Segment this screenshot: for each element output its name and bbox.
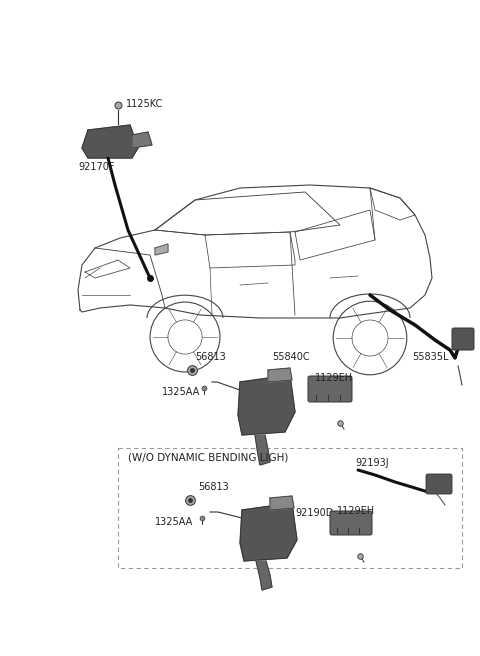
Polygon shape: [82, 125, 138, 158]
Polygon shape: [270, 496, 294, 510]
Text: 1325AA: 1325AA: [162, 387, 200, 397]
FancyBboxPatch shape: [308, 376, 352, 402]
Polygon shape: [240, 503, 297, 561]
Text: 1325AA: 1325AA: [155, 517, 193, 527]
Polygon shape: [155, 244, 168, 255]
Text: 56813: 56813: [198, 482, 229, 492]
Text: 1129EH: 1129EH: [337, 506, 375, 516]
Polygon shape: [255, 435, 270, 465]
Text: 56813: 56813: [195, 352, 226, 362]
Text: (W/O DYNAMIC BENDING LIGH): (W/O DYNAMIC BENDING LIGH): [128, 452, 288, 462]
Text: 92190D: 92190D: [295, 508, 334, 518]
Polygon shape: [268, 368, 292, 382]
Text: 55835L: 55835L: [412, 352, 448, 362]
FancyBboxPatch shape: [330, 511, 372, 535]
Text: 92193J: 92193J: [355, 458, 389, 468]
Polygon shape: [238, 375, 295, 435]
FancyBboxPatch shape: [452, 328, 474, 350]
Polygon shape: [132, 132, 152, 148]
Text: 1129EH: 1129EH: [315, 373, 353, 383]
Text: 55840C: 55840C: [272, 352, 310, 362]
Text: 1125KC: 1125KC: [126, 99, 163, 109]
Text: 92170F: 92170F: [78, 162, 115, 172]
Polygon shape: [256, 561, 272, 590]
FancyBboxPatch shape: [426, 474, 452, 494]
